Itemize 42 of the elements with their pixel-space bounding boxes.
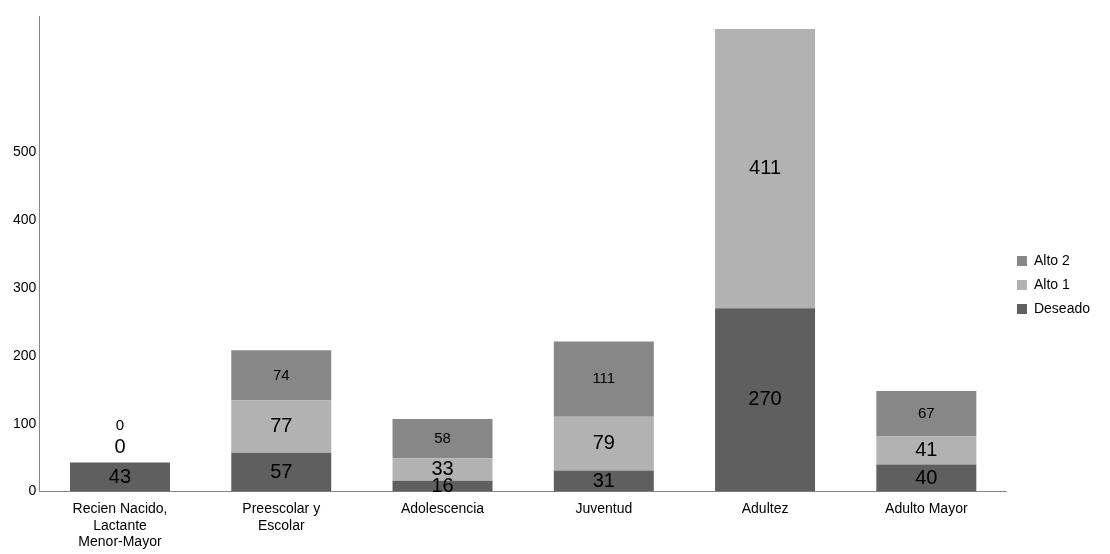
legend-label: Deseado bbox=[1033, 299, 1091, 316]
y-tick-label: 200 bbox=[13, 346, 37, 363]
bar bbox=[715, 308, 816, 492]
bar bbox=[876, 436, 977, 465]
x-tick-label: Adultez bbox=[741, 499, 789, 516]
x-tick-label: Recien Nacido, Lactante Menor-Mayor bbox=[72, 499, 168, 550]
x-tick-label: Juventud bbox=[575, 499, 633, 516]
data-label: 270 bbox=[748, 387, 782, 410]
data-label: 0 bbox=[115, 415, 125, 433]
data-label: 79 bbox=[592, 431, 615, 454]
bar bbox=[876, 464, 977, 492]
data-label: 77 bbox=[270, 414, 293, 437]
data-label: 411 bbox=[749, 156, 781, 179]
data-label: 67 bbox=[917, 403, 935, 421]
data-label: 43 bbox=[108, 464, 132, 487]
x-tick-label: Adolescencia bbox=[400, 499, 485, 516]
y-tick-label: 100 bbox=[13, 414, 37, 431]
data-label: 74 bbox=[272, 365, 290, 383]
legend-label: Alto 2 bbox=[1033, 251, 1070, 268]
y-tick-label: 300 bbox=[13, 278, 37, 295]
bar bbox=[553, 416, 654, 471]
bar bbox=[553, 341, 654, 417]
y-tick-label: 0 bbox=[28, 482, 37, 499]
bar bbox=[392, 418, 493, 459]
data-label: 58 bbox=[434, 428, 451, 446]
y-tick-label: 500 bbox=[13, 142, 37, 159]
x-tick-label: Adulto Mayor bbox=[885, 499, 968, 516]
x-tick-label: Preescolar y Escolar bbox=[242, 499, 321, 533]
bar bbox=[231, 452, 332, 492]
data-label: 41 bbox=[915, 438, 938, 461]
bar bbox=[231, 400, 332, 453]
legend-label: Alto 1 bbox=[1033, 275, 1070, 292]
data-label: 111 bbox=[592, 369, 616, 387]
y-tick-label: 400 bbox=[13, 210, 37, 227]
bar bbox=[876, 391, 977, 437]
data-label: 0 bbox=[114, 434, 126, 457]
data-label: 57 bbox=[270, 459, 293, 482]
bar bbox=[231, 350, 332, 401]
bar bbox=[70, 462, 170, 492]
bar bbox=[715, 28, 816, 309]
data-label: 40 bbox=[915, 465, 938, 488]
data-label: 31 bbox=[592, 468, 615, 491]
